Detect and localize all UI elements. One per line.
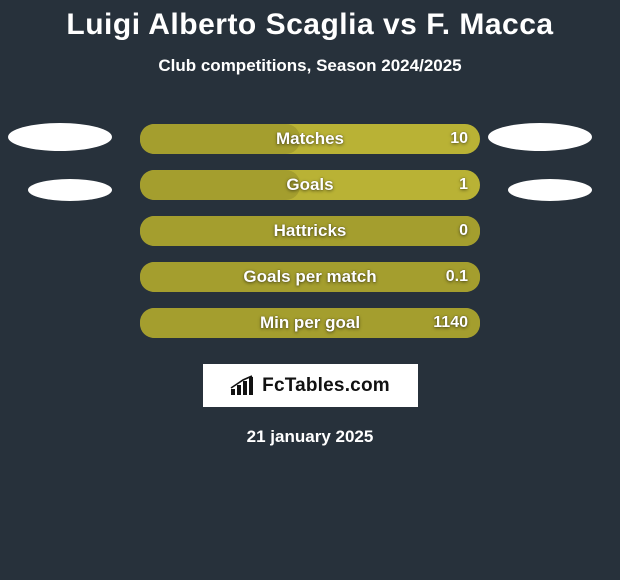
left-ellipse-large — [8, 123, 112, 151]
right-ellipse-large — [488, 123, 592, 151]
bars-chart-icon — [230, 375, 256, 397]
logo-text: FcTables.com — [262, 375, 390, 397]
stat-bar: Goals 1 — [140, 170, 480, 200]
stat-value: 10 — [450, 130, 468, 148]
left-ellipse-small — [28, 179, 112, 201]
subtitle: Club competitions, Season 2024/2025 — [0, 56, 620, 76]
stat-bar: Hattricks 0 — [140, 216, 480, 246]
right-ellipse-small — [508, 179, 592, 201]
stat-row: Matches 10 — [0, 116, 620, 162]
stat-row: Goals 1 — [0, 162, 620, 208]
stat-bar-fill — [140, 170, 300, 200]
stats-block: Matches 10 Goals 1 Hattricks 0 Goals per… — [0, 116, 620, 346]
stat-value: 0 — [459, 222, 468, 240]
stat-value: 1140 — [433, 314, 468, 332]
stat-label: Goals per match — [243, 267, 376, 287]
page-title: Luigi Alberto Scaglia vs F. Macca — [0, 0, 620, 42]
stat-value: 1 — [459, 176, 468, 194]
stat-row: Hattricks 0 — [0, 208, 620, 254]
stat-bar: Goals per match 0.1 — [140, 262, 480, 292]
stat-row: Min per goal 1140 — [0, 300, 620, 346]
stat-bar: Min per goal 1140 — [140, 308, 480, 338]
stat-label: Matches — [276, 129, 344, 149]
stat-value: 0.1 — [446, 268, 468, 286]
date-text: 21 january 2025 — [0, 427, 620, 447]
logo-box: FcTables.com — [203, 364, 418, 407]
stat-label: Hattricks — [274, 221, 347, 241]
stat-label: Min per goal — [260, 313, 360, 333]
stat-label: Goals — [286, 175, 333, 195]
stat-row: Goals per match 0.1 — [0, 254, 620, 300]
stat-bar: Matches 10 — [140, 124, 480, 154]
